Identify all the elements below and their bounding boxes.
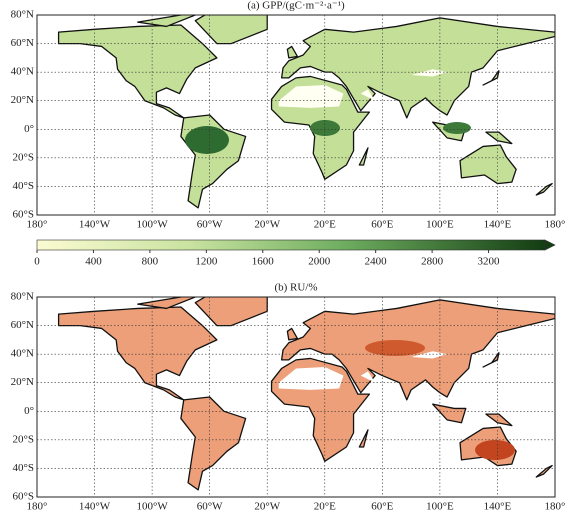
colorbar-tick-label: 3200 [478,256,501,268]
colorbar-tick-label: 2400 [365,256,388,268]
lon-tick-label: 60°E [371,501,393,513]
lat-tick-label: 60°N [11,37,34,49]
lat-tick-label: 60°S [12,491,34,503]
lon-tick-label: 140°W [79,501,111,513]
lon-tick-label: 100°E [426,501,454,513]
lon-tick-label: 140°E [484,219,512,231]
lon-tick-label: 140°W [79,219,111,231]
map-frame [36,296,556,498]
colorbar-tick-label: 1200 [195,256,218,268]
lat-tick-label: 80°N [11,291,34,303]
lat-tick-label: 0° [24,405,34,417]
colorbar [36,239,546,251]
lon-tick-label: 180° [27,219,48,231]
lon-tick-label: 180° [545,501,566,513]
lat-tick-label: 40°S [12,180,34,192]
lat-tick-label: 20°S [12,151,34,163]
lat-tick-label: 20°S [12,433,34,445]
lat-tick-label: 20°N [11,94,34,106]
lat-tick-label: 0° [24,123,34,135]
map-a [57,15,555,209]
lon-tick-label: 60°E [371,219,393,231]
lon-tick-label: 60°W [197,501,223,513]
lat-tick-label: 40°N [11,66,34,78]
lon-tick-label: 180° [545,219,566,231]
colorbar-tick-label: 400 [85,256,102,268]
colorbar-tick-label: 2000 [308,256,331,268]
colorbar-tick-label: 2800 [421,256,444,268]
map-frame [36,14,556,216]
lat-tick-label: 20°N [11,376,34,388]
lon-tick-label: 60°W [197,219,223,231]
colorbar-tick-label: 0 [34,256,40,268]
colorbar-arrow [544,239,556,251]
lon-tick-label: 20°W [254,501,280,513]
colorbar-tick-label: 1600 [252,256,275,268]
panel-title: (a) GPP/(gC·m⁻²·a⁻¹) [247,0,345,12]
lat-tick-label: 40°S [12,462,34,474]
lat-tick-label: 80°N [11,9,34,21]
lon-tick-label: 100°E [426,219,454,231]
lon-tick-label: 140°E [484,501,512,513]
colorbar-tick-label: 800 [142,256,159,268]
lon-tick-label: 20°E [314,501,336,513]
map-b [57,297,555,491]
lon-tick-label: 180° [27,501,48,513]
lon-tick-label: 100°W [136,501,168,513]
lon-tick-label: 20°W [254,219,280,231]
panel-title: (b) RU/% [274,282,317,294]
lon-tick-label: 20°E [314,219,336,231]
lat-tick-label: 60°S [12,209,34,221]
lat-tick-label: 60°N [11,319,34,331]
lat-tick-label: 40°N [11,348,34,360]
lon-tick-label: 100°W [136,219,168,231]
